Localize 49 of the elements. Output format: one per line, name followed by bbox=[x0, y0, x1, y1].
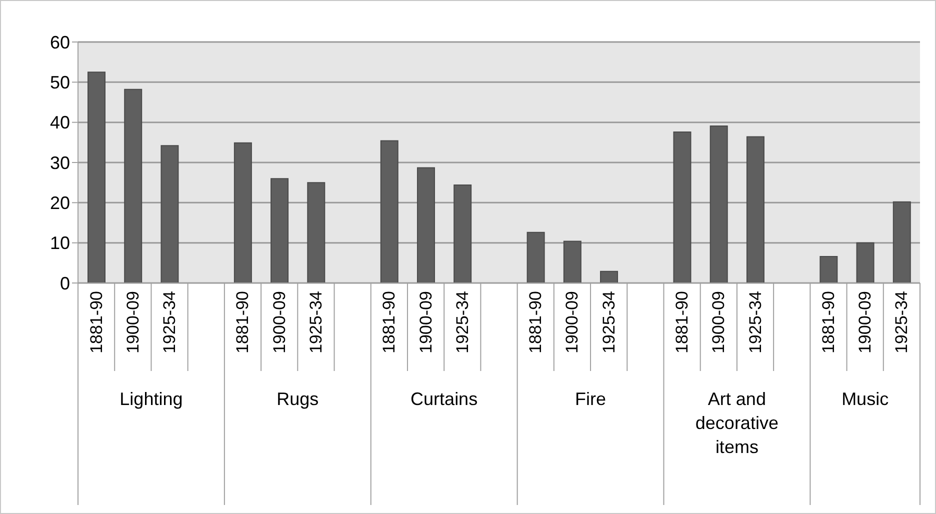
text: Rugs bbox=[276, 388, 320, 411]
x-tick-label: 1900-09 bbox=[856, 291, 875, 354]
y-tick-label: 50 bbox=[50, 72, 70, 93]
x-tick-label: 1925-34 bbox=[892, 291, 912, 354]
bar bbox=[88, 72, 106, 283]
x-tick-label: 1881-90 bbox=[380, 291, 399, 354]
y-tick-label: 10 bbox=[50, 233, 70, 254]
x-tick-label: 1900-09 bbox=[416, 291, 436, 354]
bar bbox=[234, 142, 252, 283]
bar bbox=[820, 256, 838, 283]
x-tick-label: 1925-34 bbox=[746, 291, 765, 354]
x-tick-label: 1900-09 bbox=[709, 291, 728, 354]
x-tick-label: 1881-90 bbox=[526, 291, 546, 354]
x-tick-label: 1925-34 bbox=[452, 291, 472, 354]
bar bbox=[856, 242, 874, 283]
bar bbox=[380, 140, 398, 283]
y-tick-label: 0 bbox=[60, 273, 70, 294]
text: Curtains bbox=[410, 388, 479, 411]
x-tick-label: 1881-90 bbox=[672, 291, 692, 354]
x-tick-label: 1900-09 bbox=[123, 291, 142, 354]
x-tick-label: 1925-34 bbox=[160, 291, 180, 354]
bar bbox=[892, 201, 911, 283]
bar bbox=[307, 182, 326, 283]
text: Fire bbox=[574, 388, 607, 411]
y-tick-label: 30 bbox=[50, 152, 70, 173]
bar bbox=[710, 125, 728, 283]
bar bbox=[124, 88, 142, 283]
x-tick-label: 1900-09 bbox=[270, 291, 289, 354]
y-tick-label: 40 bbox=[50, 112, 70, 133]
bar bbox=[270, 178, 289, 283]
bar bbox=[673, 131, 692, 283]
text: Lighting bbox=[118, 388, 184, 411]
x-tick-label: 1925-34 bbox=[306, 291, 326, 354]
bar bbox=[416, 167, 435, 283]
bar bbox=[526, 232, 545, 283]
x-tick-label: 1881-90 bbox=[86, 291, 106, 354]
x-tick-label: 1925-34 bbox=[599, 291, 618, 354]
bar bbox=[160, 145, 179, 283]
bar bbox=[563, 240, 582, 283]
text: Music bbox=[840, 388, 890, 411]
x-tick-label: 1881-90 bbox=[233, 291, 252, 354]
x-tick-label: 1900-09 bbox=[562, 291, 582, 354]
bar bbox=[600, 270, 618, 283]
y-tick-label: 60 bbox=[50, 32, 70, 52]
bar bbox=[746, 136, 764, 283]
text: Art and decorative items bbox=[694, 388, 780, 459]
x-tick-label: 1881-90 bbox=[818, 291, 838, 354]
bar bbox=[454, 184, 472, 283]
y-tick-label: 20 bbox=[50, 193, 70, 214]
